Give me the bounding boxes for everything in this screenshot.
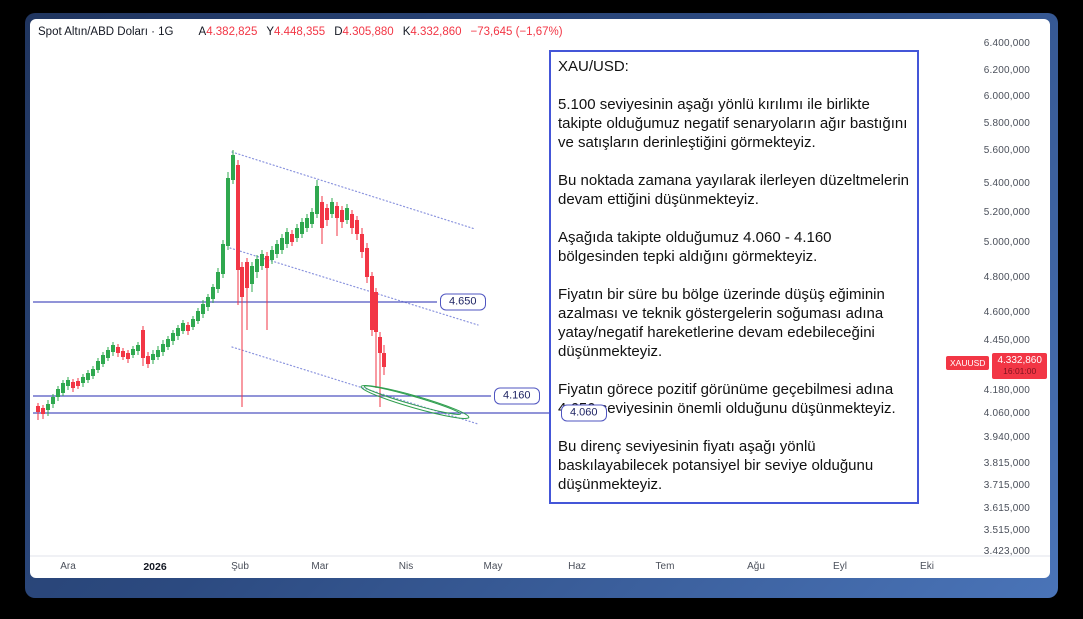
annotation-paragraph: Fiyatın görece pozitif görünüme geçebilm… — [558, 381, 896, 417]
price-tick-label: 4.800,000 — [983, 272, 1030, 283]
annotation-paragraph: 5.100 seviyesinin aşağı yönlü kırılımı i… — [558, 96, 908, 151]
time-tick-label: Ara — [60, 561, 76, 572]
annotation-paragraph: Fiyatın bir süre bu bölge üzerinde düşüş… — [558, 286, 885, 360]
price-tick-label: 3.715,000 — [983, 480, 1030, 491]
price-tick-label: 3.615,000 — [983, 503, 1030, 514]
analysis-annotation-box[interactable]: XAU/USD: 5.100 seviyesinin aşağı yönlü k… — [549, 50, 919, 504]
price-tick-label: 6.000,000 — [983, 91, 1030, 102]
ohlc-key: Y — [266, 26, 275, 38]
ohlc-key: D — [334, 26, 343, 38]
price-tick-label: 5.000,000 — [983, 237, 1030, 248]
time-tick-label: May — [483, 561, 503, 572]
price-level-label[interactable]: 4.650 — [440, 293, 486, 311]
price-tick-label: 6.200,000 — [983, 65, 1030, 76]
price-tick-label: 3.815,000 — [983, 458, 1030, 469]
price-tick-label: 3.423,000 — [983, 546, 1030, 557]
price-tick-label: 4.600,000 — [983, 307, 1030, 318]
price-tick-label: 3.940,000 — [983, 432, 1030, 443]
chart-header: Spot Altın/ABD Doları · 1G A 4.382,825 Y 4.… — [38, 24, 563, 40]
ohlc-value: 4.305,880 — [342, 26, 394, 38]
annotation-title: XAU/USD: — [558, 58, 629, 75]
badge-price: 4.332,860 — [997, 355, 1042, 366]
price-tick-label: 5.200,000 — [983, 207, 1030, 218]
symbol-title[interactable]: Spot Altın/ABD Doları · 1G — [38, 26, 174, 38]
annotation-paragraph: Bu direnç seviyesinin fiyatı aşağı yönlü… — [558, 438, 874, 493]
time-tick-label: 2026 — [143, 561, 167, 573]
annotation-paragraphs: 5.100 seviyesinin aşağı yönlü kırılımı i… — [558, 95, 910, 494]
price-level-label[interactable]: 4.060 — [561, 404, 607, 422]
badge-symbol: XAUUSD — [946, 356, 990, 370]
ohlc-value: 4.382,825 — [206, 26, 258, 38]
ohlc-values: A 4.382,825 Y 4.448,355 D 4.305,880 K 4.332,860… — [190, 26, 563, 38]
price-level-label[interactable]: 4.160 — [494, 387, 540, 405]
price-tick-label: 6.400,000 — [983, 38, 1030, 49]
ohlc-key: K — [402, 26, 411, 38]
price-tick-label: 5.800,000 — [983, 118, 1030, 129]
time-tick-label: Eyl — [833, 561, 847, 572]
price-tick-label: 4.180,000 — [983, 385, 1030, 396]
price-tick-label: 5.600,000 — [983, 145, 1030, 156]
ohlc-value: 4.448,355 — [274, 26, 326, 38]
price-tick-label: 4.450,000 — [983, 335, 1030, 346]
price-tick-label: 4.060,000 — [983, 408, 1030, 419]
change-value: −73,645 (−1,67%) — [470, 26, 563, 38]
price-tick-label: 3.515,000 — [983, 525, 1030, 536]
ohlc-key: A — [198, 26, 207, 38]
time-tick-label: Şub — [231, 561, 249, 572]
ohlc-value: 4.332,860 — [410, 26, 462, 38]
annotation-paragraph: Aşağıda takipte olduğumuz 4.060 - 4.160 … — [558, 229, 832, 265]
price-tick-label: 5.400,000 — [983, 178, 1030, 189]
badge-countdown: 16:01:00 — [1003, 366, 1037, 376]
time-tick-label: Tem — [655, 561, 675, 572]
time-tick-label: Eki — [920, 561, 934, 572]
time-tick-label: Nis — [398, 561, 414, 572]
annotation-paragraph: Bu noktada zamana yayılarak ilerleyen dü… — [558, 172, 910, 208]
price-scale[interactable]: 6.400,000 6.200,000 6.000,000 5.800,000 5.60… — [960, 19, 1040, 559]
last-price-badge: XAUUSD 4.332,860 16:01:00 — [946, 353, 1047, 379]
time-tick-label: Mar — [311, 561, 329, 572]
time-scale[interactable]: Ara 2026 Şub Mar Nis May Haz Tem Ağu Eyl Eki — [30, 561, 1050, 577]
time-tick-label: Haz — [568, 561, 586, 572]
time-tick-label: Ağu — [747, 561, 765, 572]
